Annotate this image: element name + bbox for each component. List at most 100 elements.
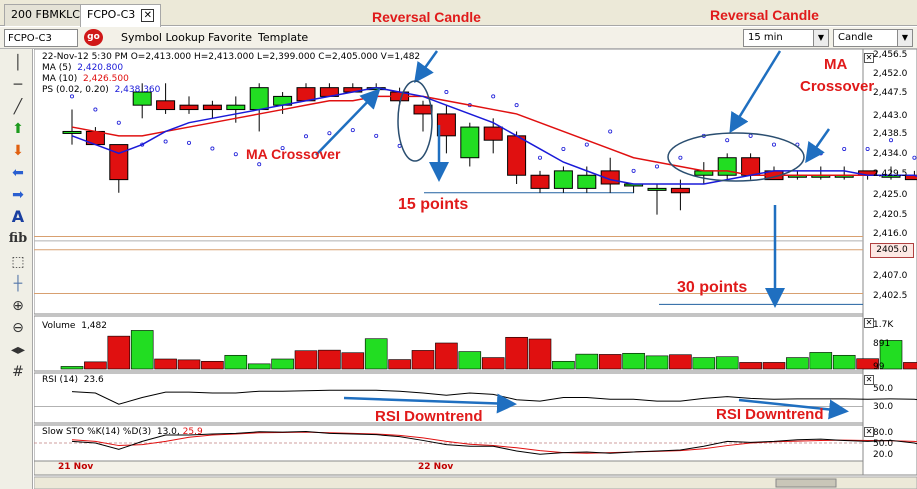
- annotation-30-points: 30 points: [677, 279, 748, 296]
- menu-favorite[interactable]: Favorite: [208, 31, 252, 44]
- sto-k-line: [71, 430, 917, 455]
- sto-legend-d-value: 25.9: [182, 427, 203, 437]
- annotation-arrow: [315, 88, 381, 156]
- sar-dot: [889, 138, 894, 143]
- chart-canvas[interactable]: [34, 49, 917, 489]
- price-tick: 2,434.0: [873, 149, 908, 159]
- chevron-down-icon: ▼: [897, 30, 912, 46]
- sto-legend-label: Slow STO %K(14) %D(3): [42, 427, 152, 437]
- close-tab-icon[interactable]: ✕: [141, 8, 155, 22]
- price-tick: 2,443.0: [873, 111, 908, 121]
- volume-bar: [669, 354, 692, 370]
- text-tool-icon[interactable]: A: [11, 207, 25, 226]
- ma5-line: [71, 86, 917, 185]
- volume-bar: [458, 351, 482, 370]
- scrollbar-thumb[interactable]: [775, 478, 837, 488]
- horizontal-scrollbar[interactable]: [34, 476, 917, 489]
- close-panel-icon[interactable]: ✕: [864, 53, 874, 63]
- volume-bar: [692, 357, 716, 370]
- candle-body: [483, 126, 503, 141]
- sar-dot: [725, 138, 730, 143]
- volume-tick: 1.7K: [873, 320, 894, 330]
- go-button[interactable]: go: [84, 29, 103, 46]
- annotation-15-points: 15 points: [398, 196, 469, 213]
- annotation-ellipse: [397, 80, 433, 162]
- close-panel-icon[interactable]: ✕: [864, 375, 874, 385]
- price-tick: 2,420.5: [873, 210, 908, 220]
- candle-body: [647, 187, 667, 191]
- price-tick: 2,402.5: [873, 291, 908, 301]
- menu-template[interactable]: Template: [258, 31, 309, 44]
- ma5-legend-value: 2,420.800: [77, 63, 124, 73]
- grid-tool-icon[interactable]: #: [12, 364, 24, 380]
- ps-legend: PS (0.02, 0.20) 2,438.360: [42, 85, 160, 95]
- chart-style-select[interactable]: Candle ▼: [833, 29, 913, 47]
- sar-dot: [491, 94, 496, 99]
- volume-bar: [154, 358, 177, 370]
- price-tick: 2,452.0: [873, 69, 908, 79]
- annotation-ma-crossover-2a: MA: [824, 56, 848, 73]
- candle-body: [132, 91, 152, 106]
- arrow-left-icon[interactable]: ⬅: [12, 165, 24, 181]
- volume-bar: [247, 363, 271, 370]
- arrow-right-icon[interactable]: ➡: [12, 187, 24, 203]
- zoom-in-icon[interactable]: ⊕: [12, 298, 24, 314]
- crosshair-tool-icon[interactable]: ┼: [13, 276, 23, 292]
- candle-body: [202, 104, 222, 111]
- sar-dot: [584, 142, 589, 147]
- horizontal-line-tool-icon[interactable]: ─: [13, 77, 23, 93]
- annotation-ma-crossover-2b: Crossover: [800, 78, 875, 95]
- sar-dot: [514, 103, 519, 108]
- close-panel-icon[interactable]: ✕: [864, 427, 874, 437]
- interval-select[interactable]: 15 min ▼: [743, 29, 829, 47]
- ohlc-header: 22-Nov-12 5:30 PM O=2,413.000 H=2,413.00…: [42, 52, 421, 62]
- symbol-input[interactable]: [4, 29, 78, 47]
- trend-line-tool-icon[interactable]: ╱: [13, 99, 23, 115]
- tab-fcpo-c3-label: FCPO-C3: [87, 8, 136, 21]
- zoom-out-icon[interactable]: ⊖: [12, 320, 24, 336]
- annotation-arrow: [414, 50, 439, 84]
- volume-bar: [832, 354, 856, 370]
- arrow-down-icon[interactable]: ⬇: [12, 143, 24, 159]
- vertical-line-tool-icon[interactable]: │: [13, 55, 23, 71]
- rsi-legend-label: RSI (14): [42, 375, 78, 385]
- close-panel-icon[interactable]: ✕: [864, 318, 874, 328]
- arrow-up-icon[interactable]: ⬆: [12, 121, 24, 137]
- rsi-line-path: [71, 389, 917, 405]
- annotation-arrow: [343, 393, 517, 414]
- volume-bar: [879, 340, 903, 370]
- candle-body: [530, 174, 550, 189]
- rsi-tick: 50.0: [873, 384, 894, 394]
- price-tick: 2,416.0: [873, 229, 908, 239]
- candle-body: [436, 113, 456, 137]
- ma10-legend: MA (10) 2,426.500: [42, 74, 129, 84]
- scroll-tool-icon[interactable]: ◂▸: [10, 342, 26, 358]
- annotation-shapes: [315, 50, 849, 420]
- volume-bar: [435, 342, 458, 370]
- volume-bar: [411, 350, 435, 370]
- candle-body: [226, 104, 246, 111]
- toolbar: go Symbol Lookup Favorite Template 15 mi…: [0, 27, 917, 49]
- annotation-ma-crossover-1: MA Crossover: [246, 146, 341, 162]
- rsi-line: [34, 389, 917, 407]
- sar-dot: [163, 139, 168, 144]
- ma10-legend-value: 2,426.500: [83, 74, 129, 84]
- tab-fbmklci[interactable]: 200 FBMKLCI: [4, 4, 91, 26]
- tab-fcpo-c3[interactable]: FCPO-C3 ✕: [80, 4, 162, 27]
- ma5-legend: MA (5) 2,420.800: [42, 63, 123, 73]
- price-tick: 2,438.5: [873, 129, 908, 139]
- candle-body: [460, 126, 480, 159]
- value-axis: [862, 49, 917, 476]
- fibonacci-tool-icon[interactable]: fib: [8, 231, 28, 246]
- volume-bar: [201, 360, 224, 370]
- price-tick: 2,456.5: [873, 50, 908, 60]
- ps-legend-label: PS (0.02, 0.20): [42, 85, 109, 95]
- annotation-rsi-downtrend-1: RSI Downtrend: [375, 408, 483, 425]
- sar-dot: [655, 164, 660, 169]
- volume-bar: [645, 355, 669, 370]
- selection-tool-icon[interactable]: ⬚: [11, 254, 25, 270]
- annotation-arrow: [805, 128, 831, 164]
- menu-symbol-lookup[interactable]: Symbol Lookup: [121, 31, 205, 44]
- volume-bar: [903, 362, 917, 370]
